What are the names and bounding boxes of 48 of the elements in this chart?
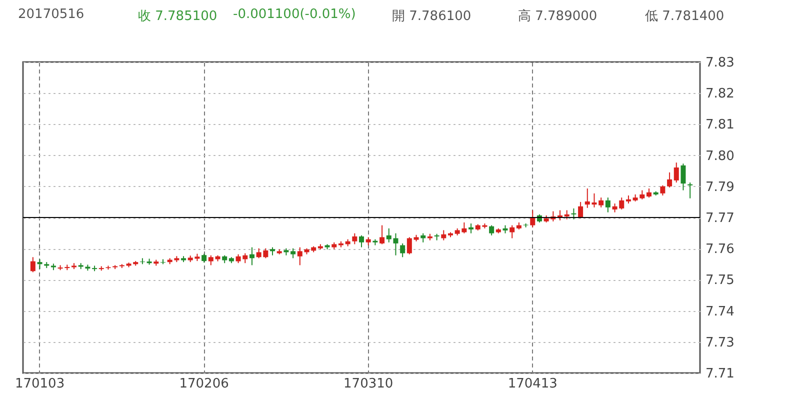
text: 高 7.789000 [518,8,598,25]
candlestick [680,163,686,191]
y-tick-label: 7.82 [706,86,734,102]
candlestick [406,236,412,255]
candlestick [674,162,679,184]
candlestick [359,234,364,248]
candlestick [578,201,584,219]
candlestick [249,246,254,266]
y-tick-label: 7.73 [706,335,734,350]
candlestick [468,222,474,234]
candlestick [30,256,36,273]
candlestick [688,182,693,199]
candlestick [660,184,666,196]
y-tick-label: 7.75 [706,273,734,288]
y-tick-label: 7.81 [706,118,734,133]
y-tick-label: 7.77 [706,211,734,226]
candlestick [530,210,536,228]
candlestick [400,242,406,258]
x-tick-label: 170206 [179,376,229,392]
candlestick [380,224,385,245]
candlestick [598,197,604,208]
y-tick-label: 7.71 [706,366,734,382]
candlestick [441,230,446,241]
text: 收 7.785100 [138,8,218,25]
text: 20170516 [18,7,84,22]
candlestick [605,197,610,213]
y-tick-label: 7.76 [706,242,734,258]
candlestick [646,188,652,198]
candlestick [667,172,672,188]
y-tick-label: 7.74 [706,304,734,320]
candlestick [564,210,570,220]
candlestick [160,258,166,265]
text: 低 7.781400 [645,8,724,25]
candlestick [571,208,576,220]
candlestick [290,248,296,259]
x-tick-label: 170310 [344,376,394,392]
y-tick-label: 7.80 [706,148,734,164]
y-tick-label: 7.79 [706,180,734,195]
candlestick [140,258,145,265]
x-tick-label: 170413 [508,376,558,392]
candlestick [352,232,358,245]
candlestick [510,224,515,239]
y-tick-label: 7.83 [706,56,734,70]
candlestick [37,258,42,270]
x-tick-label: 170103 [14,376,65,392]
candlestick [489,224,494,236]
text: -0.001100(-0.01%) [233,7,356,22]
text: 開 7.786100 [392,8,472,25]
